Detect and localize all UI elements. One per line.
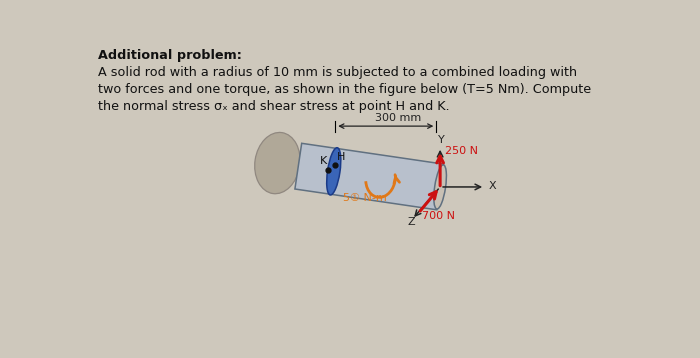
Text: 700 N: 700 N <box>421 211 454 221</box>
Ellipse shape <box>434 165 447 209</box>
Text: A solid rod with a radius of 10 mm is subjected to a combined loading with: A solid rod with a radius of 10 mm is su… <box>97 66 577 79</box>
Text: K: K <box>320 156 327 166</box>
Text: two forces and one torque, as shown in the figure below (T=5 Nm). Compute: two forces and one torque, as shown in t… <box>97 83 591 96</box>
Text: Z: Z <box>407 217 415 227</box>
Text: Additional problem:: Additional problem: <box>97 49 241 62</box>
Ellipse shape <box>255 132 300 194</box>
Text: 300 mm: 300 mm <box>375 113 421 123</box>
Text: 250 N: 250 N <box>444 146 478 156</box>
Text: 5① N-m: 5① N-m <box>344 193 387 203</box>
Text: X: X <box>488 181 496 191</box>
Text: H: H <box>337 152 345 162</box>
Text: Y: Y <box>438 135 445 145</box>
Polygon shape <box>295 143 444 210</box>
Ellipse shape <box>327 148 341 195</box>
Text: the normal stress σₓ and shear stress at point H and K.: the normal stress σₓ and shear stress at… <box>97 100 449 113</box>
